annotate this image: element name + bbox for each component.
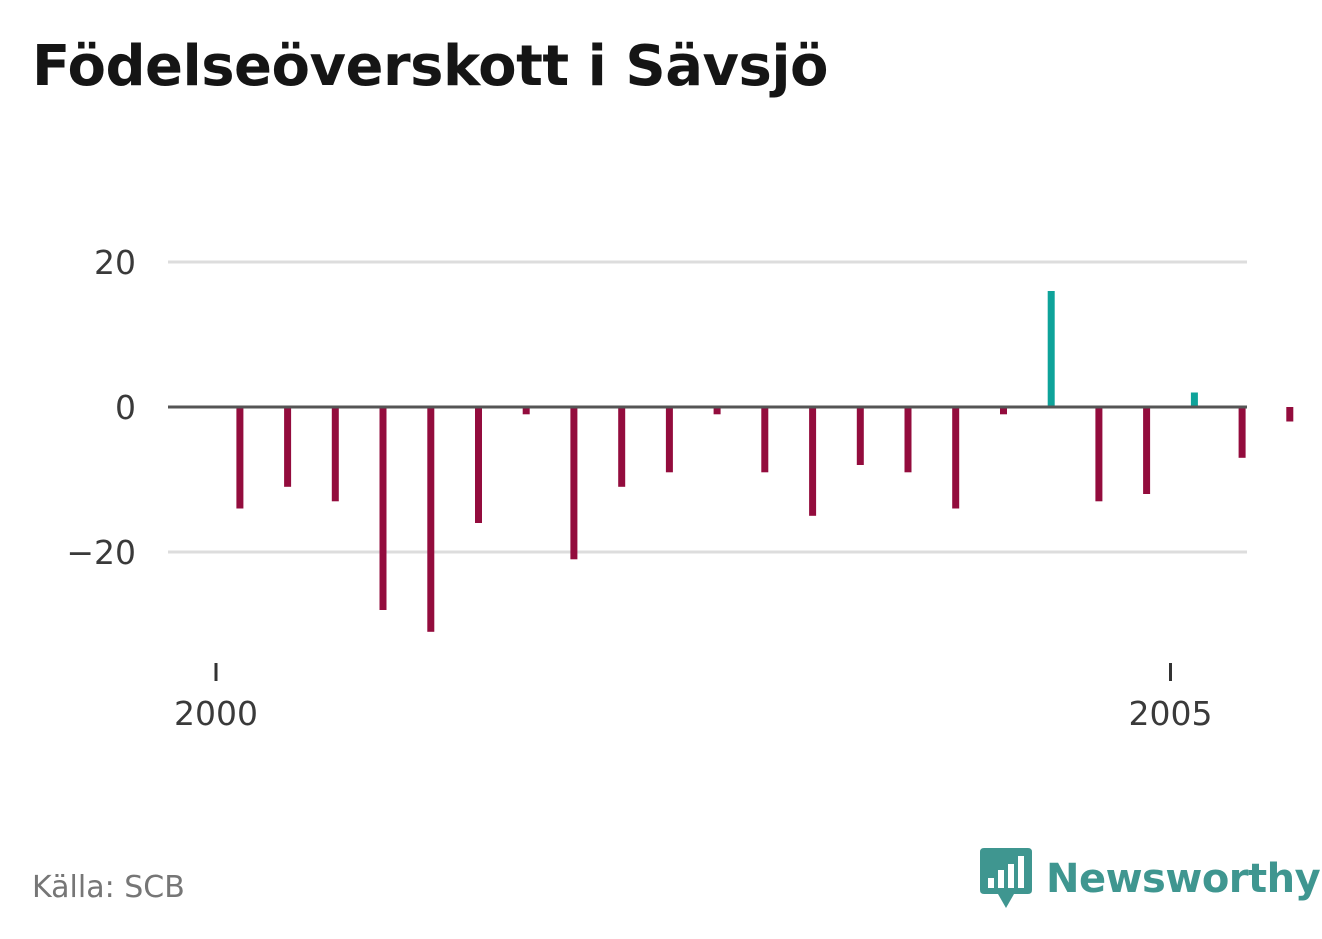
source-note: Källa: SCB bbox=[32, 870, 185, 905]
chart-title: Födelseöverskott i Sävsjö bbox=[32, 34, 829, 99]
bar bbox=[809, 407, 817, 516]
bar bbox=[1095, 407, 1103, 502]
bars bbox=[236, 291, 1294, 632]
bar bbox=[379, 407, 387, 610]
bar bbox=[665, 407, 673, 473]
bar bbox=[856, 407, 864, 465]
bar bbox=[284, 407, 292, 487]
bar bbox=[1000, 407, 1007, 415]
bar bbox=[236, 407, 244, 509]
y-tick-label: 0 bbox=[115, 388, 136, 427]
bar bbox=[522, 407, 530, 415]
bar bbox=[1143, 407, 1151, 494]
bar bbox=[427, 407, 435, 632]
bar bbox=[761, 407, 769, 473]
bar bbox=[1190, 392, 1198, 407]
x-axis: 200020052010201520202025 bbox=[174, 663, 1213, 733]
x-tick-label: 2000 bbox=[174, 694, 258, 733]
grid-lines bbox=[168, 260, 1247, 554]
bar bbox=[713, 407, 721, 415]
brand-name: Newsworthy bbox=[1046, 856, 1321, 902]
x-tick-label: 2005 bbox=[1129, 694, 1213, 733]
bar bbox=[618, 407, 626, 487]
bar bbox=[1286, 407, 1294, 422]
y-tick-label: −20 bbox=[66, 533, 136, 572]
bar bbox=[1047, 291, 1055, 407]
y-axis: 20 0 −20 bbox=[66, 243, 136, 572]
bar bbox=[570, 407, 578, 560]
bar-chart-speech-bubble-icon bbox=[980, 848, 1032, 908]
bar bbox=[1238, 407, 1246, 458]
y-tick-label: 20 bbox=[94, 243, 136, 282]
bar bbox=[475, 407, 482, 523]
bar bbox=[952, 407, 960, 509]
newsworthy-logo[interactable]: Newsworthy bbox=[980, 848, 1321, 910]
bar bbox=[331, 407, 339, 502]
bar bbox=[904, 407, 912, 473]
